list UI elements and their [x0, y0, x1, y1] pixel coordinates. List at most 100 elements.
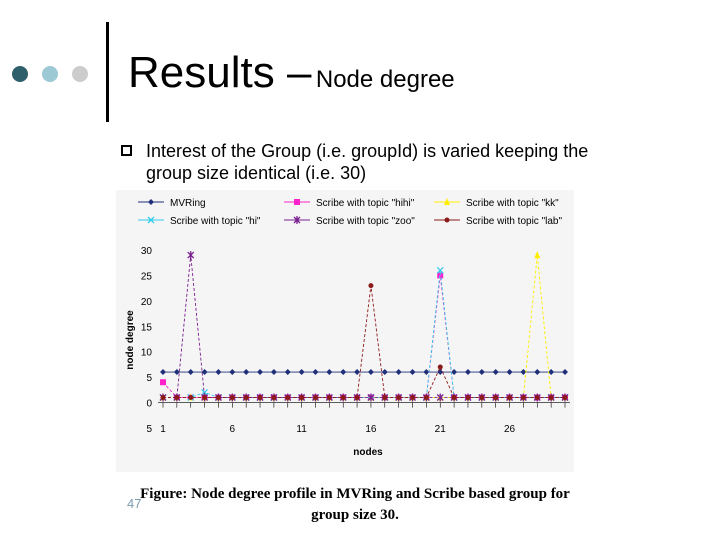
data-point — [367, 393, 375, 402]
data-point — [548, 394, 554, 400]
data-point — [548, 369, 555, 376]
y-tick-label: 5 — [146, 424, 152, 435]
data-point — [395, 369, 402, 376]
data-point — [562, 394, 568, 400]
data-point — [340, 394, 346, 400]
series-group — [160, 283, 568, 400]
y-tick-label: 30 — [141, 246, 153, 257]
y-tick-label: 20 — [141, 297, 153, 308]
data-point — [284, 369, 291, 376]
y-tick-label: 15 — [141, 322, 153, 333]
data-point — [174, 394, 180, 400]
data-point — [299, 394, 305, 400]
data-point — [478, 369, 485, 376]
decor-dot-teal — [42, 66, 58, 82]
bullet-square-icon — [121, 145, 132, 156]
bullet-text: Interest of the Group (i.e. groupId) is … — [146, 141, 589, 183]
data-point — [160, 394, 166, 400]
data-point — [160, 369, 166, 376]
data-point — [270, 369, 277, 376]
data-point — [493, 394, 499, 400]
x-tick-label: 6 — [230, 424, 236, 435]
slide-title: Results – Node degree — [128, 48, 455, 98]
series-group — [160, 251, 568, 401]
data-point — [437, 369, 444, 376]
data-point — [562, 369, 568, 376]
legend-entry: MVRing — [138, 198, 206, 209]
data-point — [451, 369, 458, 376]
y-tick-label: 5 — [146, 373, 152, 384]
legend-marker — [444, 217, 450, 223]
legend-label: Scribe with topic "zoo" — [316, 216, 415, 227]
data-point — [243, 394, 249, 400]
series-group — [159, 266, 569, 401]
series-line — [163, 255, 565, 398]
data-point — [298, 369, 305, 376]
chart-legend: MVRing Scribe with topic "hihi" Scribe wit… — [138, 198, 562, 227]
legend-marker — [147, 216, 155, 224]
data-point — [326, 369, 333, 376]
data-point — [340, 369, 347, 376]
x-tick-label: 16 — [365, 424, 377, 435]
data-point — [534, 251, 541, 259]
data-point — [451, 394, 457, 400]
data-point — [285, 394, 291, 400]
legend-label: Scribe with topic "hi" — [170, 216, 261, 227]
data-point — [326, 394, 332, 400]
data-point — [520, 394, 526, 400]
legend-marker — [293, 216, 301, 224]
data-point — [271, 394, 277, 400]
series-line — [163, 285, 565, 398]
node-degree-chart: MVRing Scribe with topic "hihi" Scribe wit… — [125, 198, 570, 458]
data-point — [354, 394, 360, 400]
data-point — [381, 369, 388, 376]
data-point — [423, 394, 429, 400]
data-point — [215, 369, 222, 376]
legend-entry: Scribe with topic "hihi" — [284, 198, 415, 209]
data-point — [160, 379, 166, 386]
series-line — [163, 255, 565, 398]
series-group — [160, 369, 568, 376]
series-group — [160, 272, 568, 401]
title-main: Results – — [128, 48, 312, 97]
data-point — [507, 394, 513, 400]
data-point — [506, 369, 513, 376]
y-tick-label: 0 — [146, 399, 152, 410]
data-point — [229, 369, 236, 376]
legend-marker — [148, 199, 154, 205]
legend-marker — [294, 199, 300, 205]
y-tick-label: 10 — [141, 348, 153, 359]
data-point — [312, 369, 319, 376]
data-point — [354, 369, 361, 376]
x-tick-label: 26 — [504, 424, 516, 435]
data-point — [312, 394, 318, 400]
data-point — [368, 283, 374, 289]
data-point — [465, 394, 471, 400]
figure-caption: Figure: Node degree profile in MVRing an… — [140, 486, 570, 523]
legend-entry: Scribe with topic "zoo" — [284, 216, 415, 227]
data-point — [257, 369, 264, 376]
decor-dot-gray — [72, 66, 88, 82]
series-line — [162, 275, 565, 398]
title-divider — [106, 22, 109, 122]
data-point — [436, 393, 444, 402]
data-point — [257, 394, 263, 400]
y-tick-label: 25 — [141, 271, 153, 282]
legend-entry: Scribe with topic "lab" — [434, 216, 562, 227]
data-point — [437, 364, 443, 370]
legend-label: Scribe with topic "lab" — [466, 216, 562, 227]
data-point — [423, 369, 430, 376]
data-point — [188, 394, 194, 400]
data-point — [382, 394, 388, 400]
data-point — [492, 369, 499, 376]
title-sub: Node degree — [315, 66, 455, 93]
x-tick-label: 21 — [435, 424, 447, 435]
x-tick-label: 1 — [160, 424, 166, 435]
data-point — [202, 394, 208, 400]
data-point — [436, 266, 444, 274]
data-point — [187, 369, 194, 376]
data-point — [437, 272, 444, 279]
data-point — [464, 369, 471, 376]
data-point — [243, 369, 250, 376]
